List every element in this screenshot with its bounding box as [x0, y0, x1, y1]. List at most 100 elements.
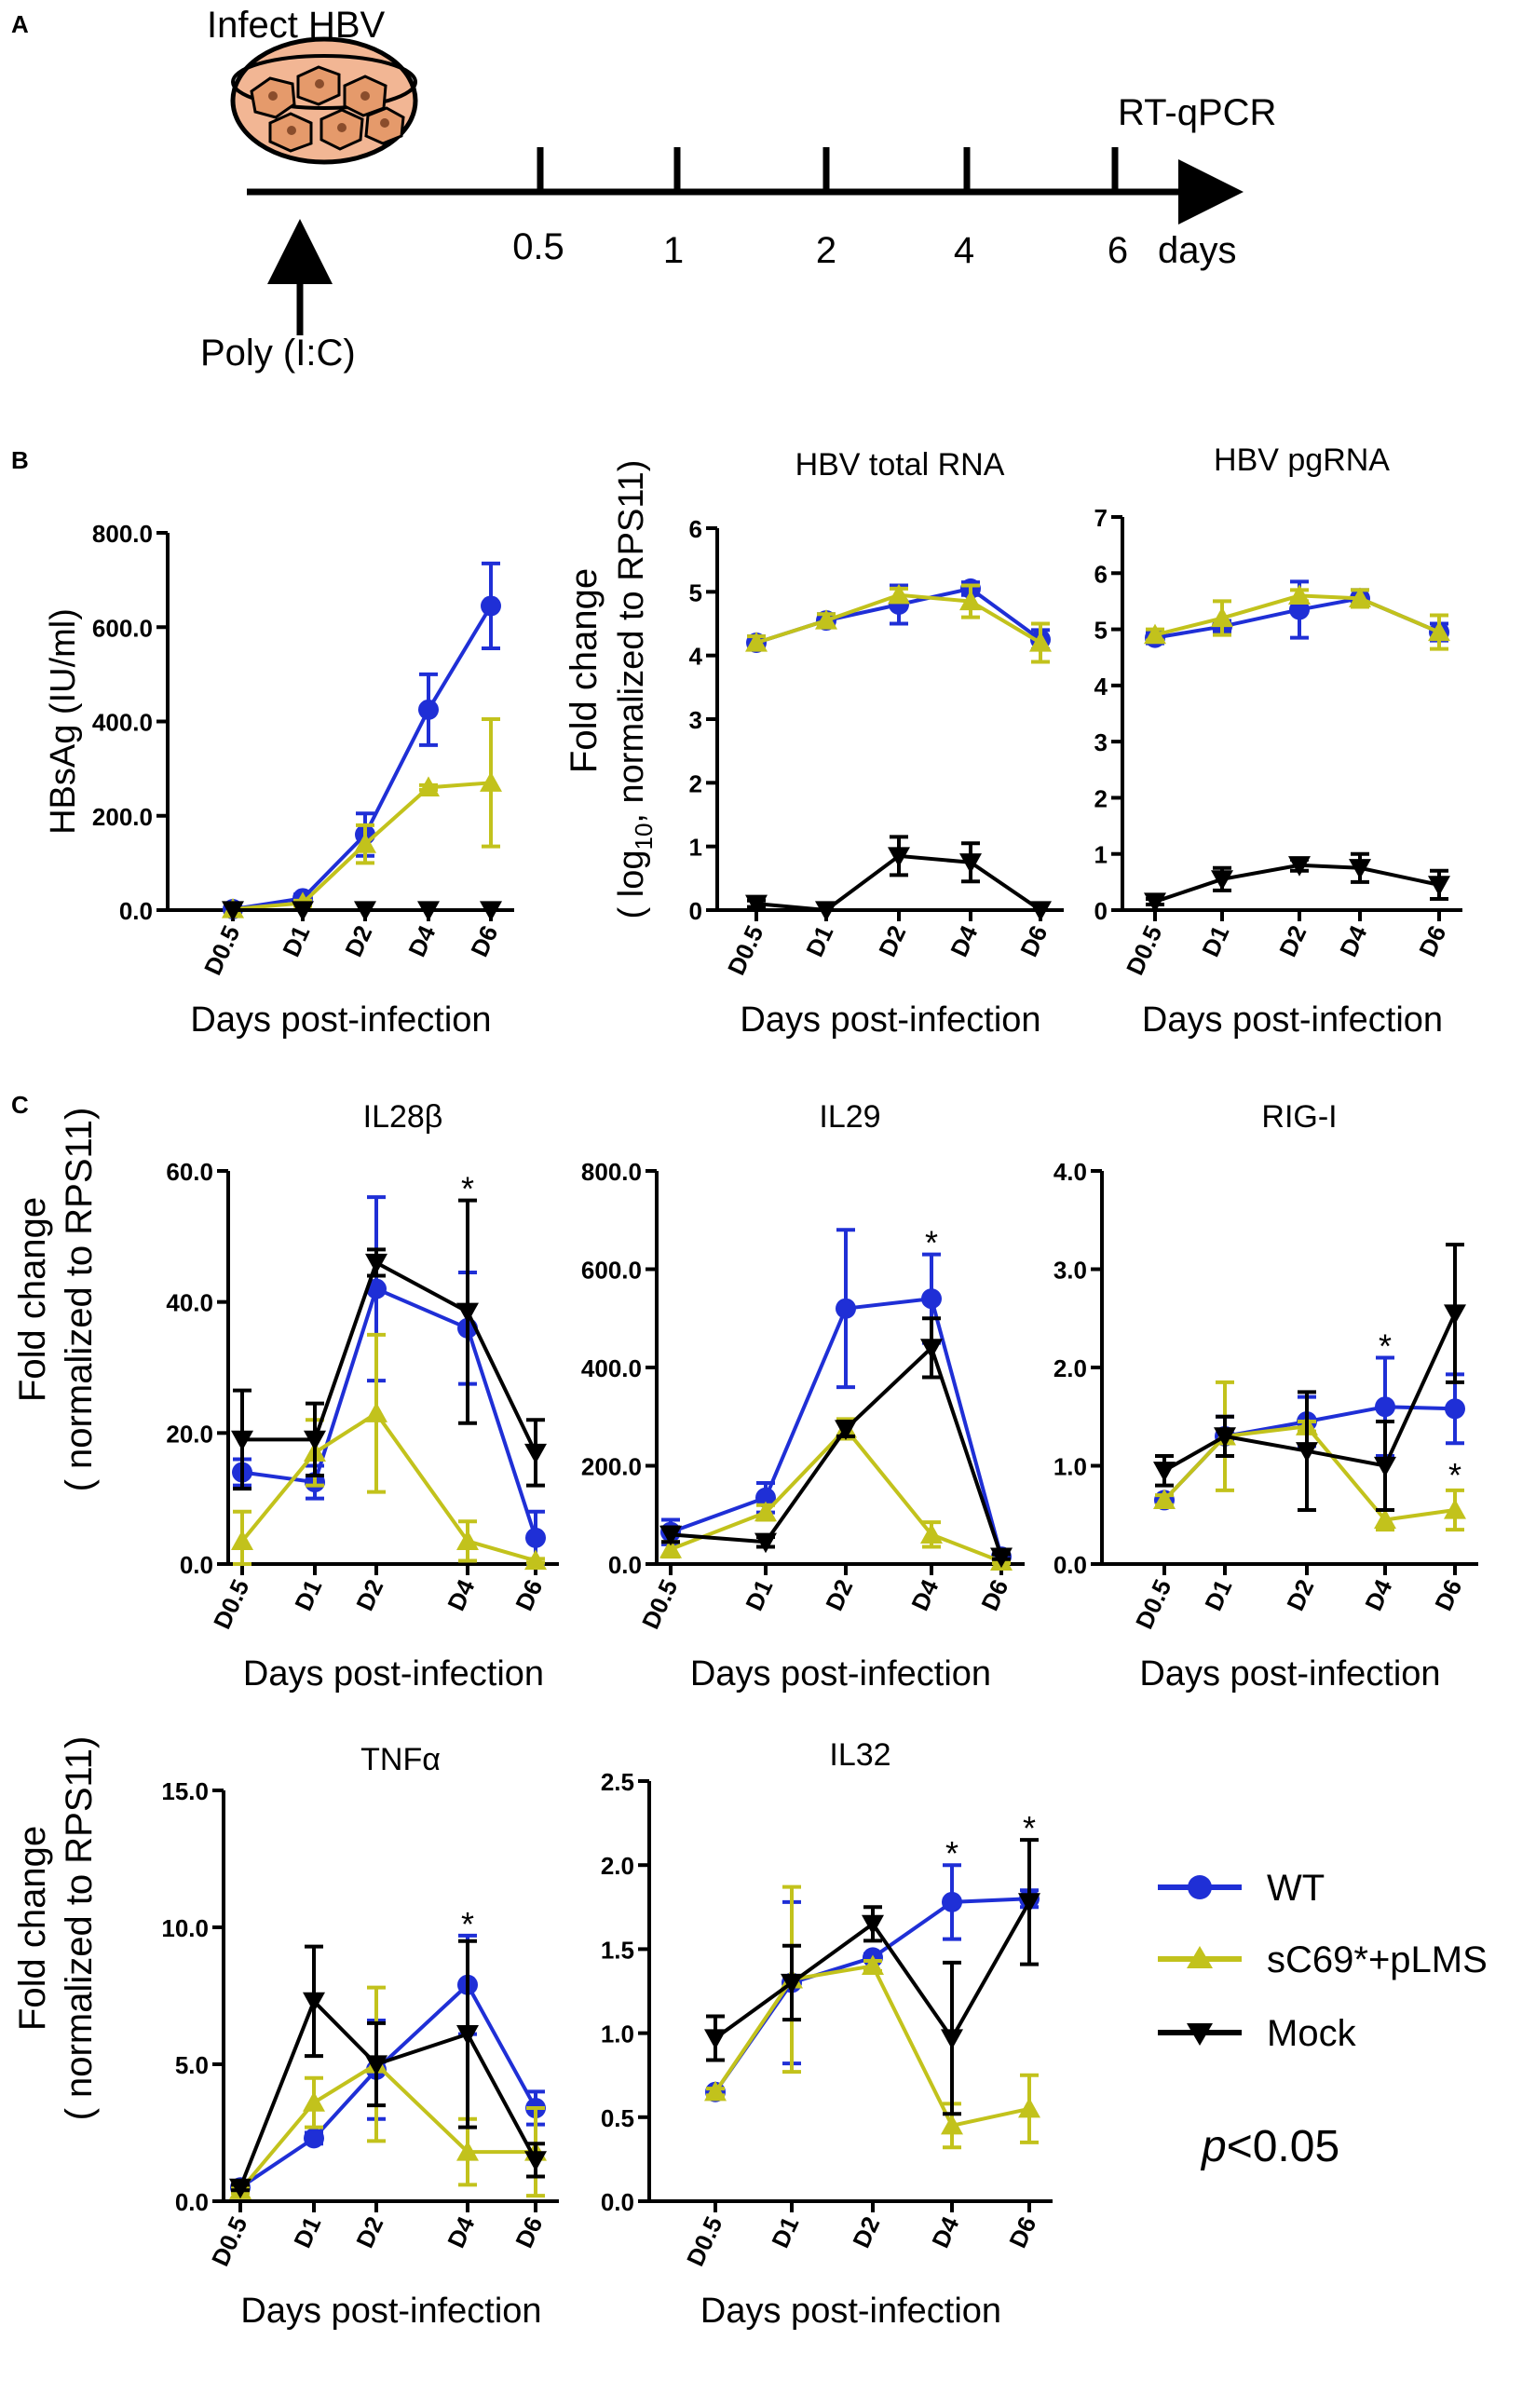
panel-label-b: B	[11, 446, 29, 474]
legend-marker-mut	[1187, 1946, 1213, 1968]
data-point	[1214, 1427, 1236, 1448]
x-axis-title: Days post-infection	[690, 1654, 991, 1694]
data-point	[704, 2029, 727, 2050]
data-point	[1144, 892, 1166, 913]
y-tick-label: 5	[689, 578, 702, 606]
data-point	[942, 1891, 962, 1912]
chart-title: TNFα	[360, 1742, 441, 1777]
x-tick-label: D2	[1281, 1575, 1319, 1615]
legend-label-mut: sC69*+pLMS	[1267, 1939, 1488, 1980]
data-point	[1375, 1396, 1395, 1418]
data-point	[941, 2029, 963, 2050]
x-tick-label: D4	[945, 920, 983, 960]
data-point	[231, 1430, 253, 1451]
data-point	[862, 1914, 884, 1936]
data-point	[781, 1973, 803, 1994]
p-value-label: p<0.05	[1200, 2122, 1339, 2171]
data-point	[456, 2141, 479, 2161]
y-tick-label: 4	[1094, 673, 1108, 701]
ylabel-hbv-sub-pre: ( log	[612, 850, 651, 919]
legend-label-wt: WT	[1267, 1868, 1325, 1909]
x-tick-label: D2	[1273, 921, 1312, 961]
data-point	[456, 1530, 479, 1550]
data-point	[1018, 1893, 1040, 1913]
data-point	[835, 1420, 857, 1440]
data-point	[745, 632, 768, 652]
data-point	[524, 1549, 547, 1571]
x-tick-label: D1	[277, 921, 315, 961]
y-tick-label: 4	[689, 643, 703, 671]
data-point	[365, 1253, 387, 1274]
data-point	[1445, 1398, 1465, 1420]
y-tick-label: 10.0	[161, 1914, 209, 1942]
y-tick-label: 3	[689, 706, 702, 734]
y-axis-title: HBsAg (IU/ml)	[44, 608, 83, 835]
legend-label-mock: Mock	[1267, 2013, 1357, 2054]
x-tick-label: D4	[442, 2211, 480, 2252]
x-axis-title: Days post-infection	[1139, 1654, 1440, 1694]
data-point	[231, 1530, 253, 1550]
series-line-mock	[242, 1259, 537, 1454]
ylabel-hbv-sub-index: 10	[630, 823, 658, 850]
ylabel-hbv-main: Fold change	[564, 568, 605, 773]
x-tick-label: D4	[1359, 1574, 1397, 1614]
chart-tnfa: TNFα 0.0 5.0 10.0 15.0 D0.5 D1 D2 D4 D6 Days post-…	[161, 1742, 559, 2331]
x-tick-label: D1	[1196, 921, 1234, 961]
y-tick-label: 2	[689, 769, 702, 797]
series-line-wt	[670, 1296, 1003, 1558]
y-tick-label: 0	[689, 897, 702, 925]
x-tick-label: D4	[1334, 920, 1372, 960]
data-point	[888, 847, 910, 867]
x-tick-label: D1	[1199, 1575, 1237, 1615]
chart-title: RIG-I	[1261, 1099, 1337, 1135]
data-point	[1444, 1498, 1466, 1519]
poly-ic-label: Poly (I:C)	[200, 333, 356, 374]
x-tick-label: D2	[820, 1575, 858, 1615]
chart-hbv-total-rna: HBV total RNA 0 1 2 3 4 5 6 D0.5 D1 D2 D4 D6 Days pos…	[689, 447, 1064, 1040]
data-point	[304, 1430, 326, 1451]
data-point	[1029, 901, 1052, 921]
dish-rim	[231, 54, 417, 110]
y-tick-label: 2	[1094, 784, 1108, 812]
data-point	[365, 1402, 387, 1422]
chart-hbv-pgrna: HBV pgRNA 0 1 2 3 4 5 6 7 D0.5 D1 D2 D4 D6 Days post-i…	[1094, 442, 1462, 1040]
y-tick-label: 400.0	[581, 1354, 642, 1382]
data-point	[959, 590, 982, 611]
cell-dish-icon	[230, 36, 418, 165]
data-point	[920, 1339, 943, 1359]
y-tick-label: 2.0	[1053, 1354, 1087, 1382]
ylabel-hbv-sub-post: , normalized to RPS11)	[612, 460, 651, 823]
significance-star: *	[461, 1170, 474, 1208]
data-point	[1144, 623, 1166, 645]
x-tick-label: D2	[339, 921, 377, 961]
y-tick-label: 60.0	[166, 1158, 213, 1186]
data-point	[815, 609, 837, 630]
series-line-sc69-plms	[714, 1964, 1030, 2129]
x-tick-label: D0.5	[681, 2212, 727, 2270]
x-tick-label: D1	[766, 2212, 804, 2252]
data-point	[1153, 1489, 1176, 1510]
x-tick-label: D4	[402, 920, 441, 960]
data-point	[1211, 606, 1233, 628]
x-tick-label: D6	[1003, 2212, 1041, 2252]
data-point	[755, 1487, 776, 1508]
data-point	[1349, 587, 1371, 608]
x-tick-label: D6	[1413, 921, 1451, 961]
x-tick-label: D6	[975, 1575, 1013, 1615]
y-tick-label: 0.0	[119, 897, 153, 925]
chart-title: HBV total RNA	[795, 447, 1005, 483]
y-tick-label: 40.0	[166, 1289, 213, 1317]
chart-il28b: IL28β 0.0 20.0 40.0 60.0 D0.5 D1 D2 D4 D6 Days pos…	[166, 1099, 559, 1694]
data-point	[1211, 870, 1233, 891]
tick-label-6: 6	[1108, 230, 1128, 271]
data-point	[303, 2091, 325, 2112]
data-point	[1428, 876, 1450, 896]
x-axis-title: Days post-infection	[240, 2292, 541, 2331]
x-tick-label: D1	[740, 1575, 778, 1615]
p-value-threshold: <0.05	[1227, 2122, 1339, 2171]
chart-il29: IL29 0.0 200.0 400.0 600.0 800.0 D0.5 D1 D2 D4 D6 D…	[581, 1099, 1025, 1694]
data-point	[959, 853, 982, 874]
data-point	[888, 583, 910, 605]
chart-title: IL28β	[363, 1099, 443, 1135]
